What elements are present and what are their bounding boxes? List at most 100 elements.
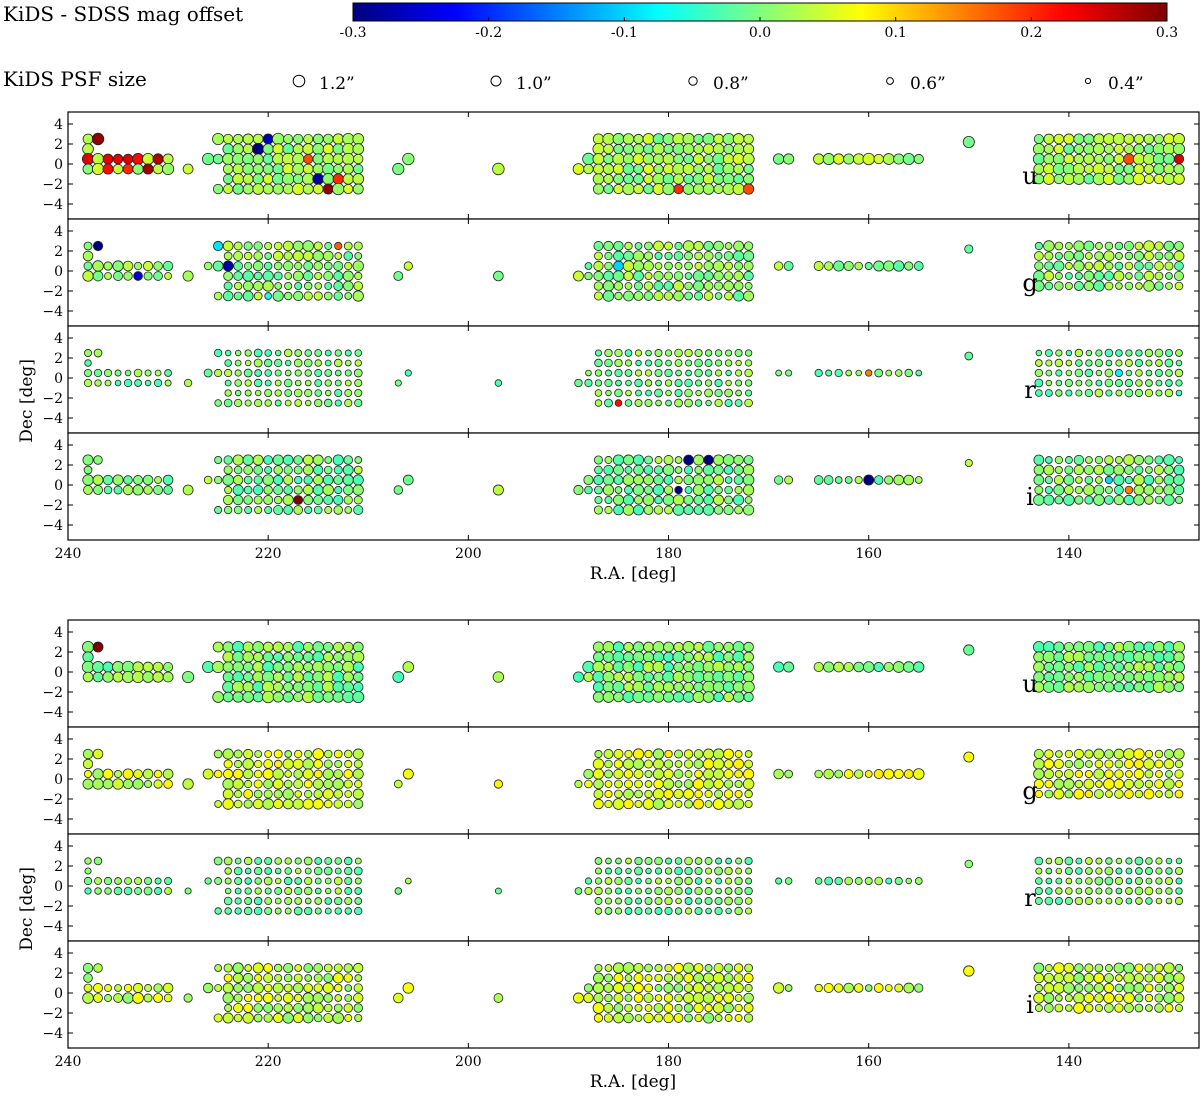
pointing-marker (633, 291, 644, 301)
pointing-marker (1093, 641, 1105, 653)
pointing-marker (1113, 464, 1125, 476)
pointing-marker (354, 1013, 363, 1023)
pointing-marker (1124, 378, 1134, 388)
pointing-marker (344, 896, 353, 906)
pointing-marker (323, 799, 333, 809)
pointing-marker (714, 906, 723, 916)
pointing-marker (725, 907, 732, 915)
pointing-marker (703, 494, 714, 506)
pointing-marker (744, 983, 753, 993)
pointing-marker (333, 465, 343, 475)
pointing-marker (1163, 474, 1175, 486)
pointing-marker (605, 857, 612, 865)
pointing-marker (312, 681, 325, 693)
pointing-marker (714, 388, 723, 398)
pointing-marker (254, 857, 263, 865)
pointing-marker (1154, 779, 1164, 789)
pointing-marker (684, 388, 693, 398)
pointing-marker (272, 778, 284, 790)
pointing-marker (702, 680, 715, 694)
pointing-marker (333, 505, 343, 515)
pointing-marker (324, 456, 333, 464)
pointing-marker (1053, 475, 1064, 485)
pointing-marker (222, 748, 234, 760)
pointing-marker (1125, 877, 1133, 885)
pointing-marker (313, 789, 323, 799)
pointing-marker (603, 270, 614, 282)
pointing-marker (94, 379, 102, 387)
pointing-marker (344, 876, 353, 886)
pointing-marker (283, 1003, 293, 1013)
pointing-marker (303, 358, 313, 368)
pointing-marker (594, 465, 603, 475)
pointing-marker (643, 281, 654, 291)
pointing-marker (122, 163, 134, 175)
pointing-marker (693, 133, 704, 145)
pointing-marker (253, 906, 263, 916)
pointing-marker (203, 475, 213, 485)
pointing-marker (154, 877, 162, 885)
pointing-marker (633, 474, 644, 486)
pointing-marker (1084, 368, 1094, 378)
pointing-marker (1123, 748, 1135, 760)
pointing-marker (1033, 464, 1045, 476)
pointing-marker (633, 270, 644, 282)
pointing-marker (743, 261, 754, 271)
pointing-marker (282, 691, 294, 703)
pointing-marker (233, 261, 244, 271)
pointing-marker (662, 778, 675, 790)
pointing-marker (692, 670, 705, 684)
pointing-marker (262, 270, 274, 282)
pointing-marker (672, 504, 685, 516)
pointing-marker (1095, 857, 1103, 865)
pointing-marker (342, 132, 355, 146)
pointing-marker (294, 867, 302, 875)
pointing-marker (323, 866, 333, 876)
pointing-marker (744, 750, 753, 758)
pointing-marker (273, 681, 284, 693)
pointing-marker (1124, 388, 1134, 398)
pointing-marker (343, 963, 353, 973)
pointing-marker (693, 505, 704, 515)
pointing-marker (1034, 485, 1044, 495)
pointing-marker (224, 389, 232, 397)
pointing-marker (1153, 173, 1165, 185)
pointing-marker (1063, 474, 1075, 486)
pointing-marker (744, 368, 753, 378)
pointing-marker (874, 368, 884, 378)
pointing-marker (254, 973, 263, 983)
pointing-marker (1085, 857, 1093, 865)
pointing-marker (253, 484, 264, 496)
pointing-marker (1135, 282, 1143, 290)
pointing-marker (1094, 358, 1103, 368)
pointing-marker (732, 661, 745, 673)
pointing-marker (683, 681, 694, 693)
pointing-marker (342, 660, 355, 674)
pointing-marker (684, 261, 693, 271)
pointing-marker (653, 240, 664, 252)
pointing-marker (1033, 972, 1045, 984)
pointing-marker (642, 691, 655, 703)
pointing-marker (1144, 973, 1154, 983)
pointing-marker (733, 494, 745, 506)
pointing-marker (743, 250, 755, 262)
pointing-marker (662, 691, 675, 703)
pointing-marker (212, 132, 225, 146)
pointing-marker (1084, 495, 1094, 505)
pointing-marker (625, 379, 632, 387)
pointing-marker (703, 260, 714, 272)
pointing-marker (202, 982, 214, 994)
pointing-marker (233, 271, 243, 281)
pointing-marker (333, 271, 344, 281)
pointing-marker (592, 133, 605, 145)
pointing-marker (682, 132, 695, 146)
pointing-marker (293, 973, 303, 983)
pointing-marker (684, 770, 693, 778)
pointing-marker (672, 650, 685, 664)
pointing-marker (133, 368, 143, 378)
pointing-marker (592, 153, 605, 165)
pointing-marker (1104, 455, 1114, 465)
pointing-marker (162, 768, 174, 780)
pointing-marker (284, 389, 293, 397)
pointing-marker (735, 369, 743, 377)
